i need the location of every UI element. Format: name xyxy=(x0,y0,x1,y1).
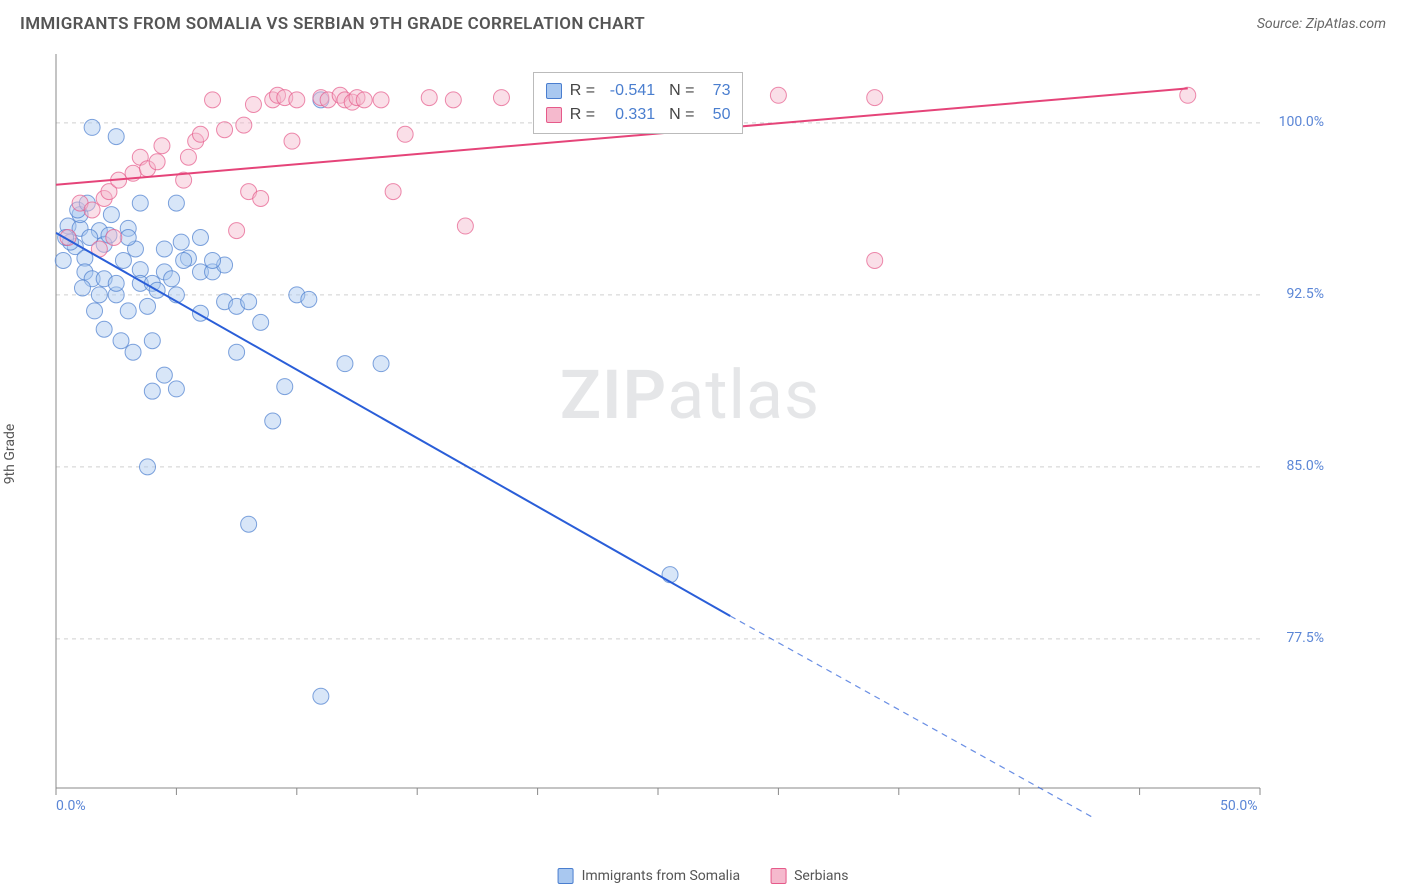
plot-area: ZIPatlas R =-0.541N =73R =0.331N =50 77.… xyxy=(50,48,1330,818)
x-tick-label: 50.0% xyxy=(1220,798,1258,814)
legend-item-somalia: Immigrants from Somalia xyxy=(558,868,741,884)
corr-swatch xyxy=(546,107,562,123)
source-link[interactable]: ZipAtlas.com xyxy=(1306,16,1386,32)
scatter-chart xyxy=(50,48,1330,818)
corr-n-value: 73 xyxy=(702,79,730,103)
source-attribution: Source: ZipAtlas.com xyxy=(1257,16,1386,32)
legend: Immigrants from Somalia Serbians xyxy=(558,868,849,884)
x-tick-label: 0.0% xyxy=(56,798,86,814)
legend-label: Immigrants from Somalia xyxy=(582,868,741,884)
legend-swatch-blue xyxy=(558,868,574,884)
corr-n-label: N = xyxy=(669,103,694,127)
legend-label: Serbians xyxy=(794,868,848,884)
corr-r-label: R = xyxy=(570,103,595,127)
chart-title: IMMIGRANTS FROM SOMALIA VS SERBIAN 9TH G… xyxy=(20,14,645,34)
legend-swatch-pink xyxy=(770,868,786,884)
y-tick-label: 77.5% xyxy=(1286,630,1324,646)
corr-r-value: 0.331 xyxy=(603,103,655,127)
corr-r-label: R = xyxy=(570,79,595,103)
y-tick-label: 85.0% xyxy=(1286,458,1324,474)
correlation-row: R = 0.331 N = 50 xyxy=(546,103,731,127)
y-tick-label: 100.0% xyxy=(1279,114,1324,130)
correlation-row: R = -0.541 N = 73 xyxy=(546,79,731,103)
legend-item-serbians: Serbians xyxy=(770,868,848,884)
corr-n-label: N = xyxy=(669,79,694,103)
corr-r-value: -0.541 xyxy=(603,79,655,103)
corr-n-value: 50 xyxy=(702,103,730,127)
corr-swatch xyxy=(546,83,562,99)
correlation-stats-box: R = -0.541 N = 73 R = 0.331 N = 50 xyxy=(533,72,744,134)
y-axis-label: 9th Grade xyxy=(2,424,18,485)
y-tick-label: 92.5% xyxy=(1286,286,1324,302)
